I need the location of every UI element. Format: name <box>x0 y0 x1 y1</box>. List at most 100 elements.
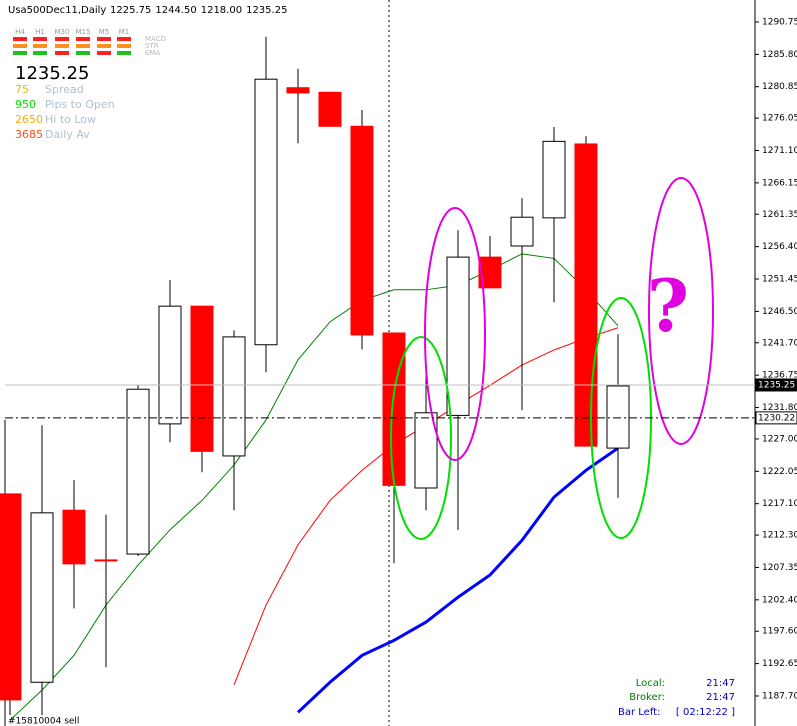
signal-cell <box>117 51 131 55</box>
stat-value: 75 <box>15 83 29 96</box>
signal-cell <box>117 44 131 48</box>
candles <box>0 36 630 715</box>
signal-cell <box>55 37 69 41</box>
header-prices: 1225.75 1244.50 1218.00 1235.25 <box>110 5 287 16</box>
y-tick-label: 1280.85 <box>762 82 797 92</box>
header-price: 1225.75 <box>110 5 151 16</box>
candle-body <box>0 493 22 701</box>
panel-column: M15 <box>76 28 91 36</box>
candle-body <box>94 559 118 562</box>
stat-label: Pips to Open <box>45 98 115 111</box>
panel-column: M5 <box>99 28 110 36</box>
chart-title: Usa500Dec11,Daily <box>8 5 106 16</box>
stat-value: 950 <box>15 98 36 111</box>
candle-body <box>286 87 310 94</box>
stat-label: Hi to Low <box>45 113 96 126</box>
candle-body <box>542 140 566 219</box>
signal-cell <box>117 37 131 41</box>
candle-body <box>510 216 534 247</box>
footer-value: [ 02:12:22 ] <box>676 707 735 718</box>
candle-body <box>606 385 630 449</box>
highlight-ellipse <box>648 177 714 445</box>
y-tick-label: 1261.35 <box>762 210 797 220</box>
panel-column: M30 <box>55 28 70 36</box>
candle-body <box>126 388 150 555</box>
indicator-line <box>296 446 619 714</box>
y-tick-label: 1197.60 <box>762 627 797 637</box>
candle-body <box>414 412 438 489</box>
signal-cell <box>97 51 111 55</box>
y-tick-label: 1276.05 <box>762 114 797 124</box>
highlight-ellipse <box>424 207 486 461</box>
y-tick-label: 1251.45 <box>762 275 797 285</box>
panel-column: H1 <box>35 28 45 36</box>
signal-cell <box>13 51 27 55</box>
level-line-label: 1230.22 <box>758 413 795 423</box>
footer-label: Broker: <box>629 692 665 703</box>
candle-body <box>382 332 406 486</box>
candle-body <box>318 91 342 127</box>
bid-line-box <box>755 378 797 392</box>
signal-cell <box>33 44 47 48</box>
signal-cell <box>76 44 90 48</box>
y-tick-label: 1227.00 <box>762 434 797 444</box>
header-price: 1235.25 <box>246 5 287 16</box>
y-tick-label: 1256.40 <box>762 242 797 252</box>
candle-body <box>30 512 54 683</box>
signal-cell <box>33 37 47 41</box>
candle-body <box>478 256 502 289</box>
y-tick-label: 1212.30 <box>762 531 797 541</box>
highlight-ellipse <box>390 336 452 540</box>
footer-value: 21:47 <box>706 692 735 703</box>
y-tick-label: 1266.15 <box>762 178 797 188</box>
candle-body <box>62 509 86 565</box>
signal-cell <box>13 44 27 48</box>
y-tick-label: 1207.35 <box>762 563 797 573</box>
stat-value: 2650 <box>15 113 43 126</box>
annotation: ? <box>647 263 689 348</box>
y-tick-label: 1236.75 <box>762 371 797 381</box>
header-price: 1218.00 <box>201 5 242 16</box>
panel-column: M1 <box>119 28 130 36</box>
y-tick-label: 1285.80 <box>762 50 797 60</box>
candle-body <box>158 305 182 425</box>
overlay: Usa500Dec11,Daily 1225.75 1244.50 1218.00 1… <box>8 5 735 726</box>
signal-cell <box>33 51 47 55</box>
candle-body <box>222 336 246 457</box>
stat-label: Spread <box>45 83 84 96</box>
signal-cell <box>13 37 27 41</box>
y-tick-label: 1231.80 <box>762 403 797 413</box>
header-price: 1244.50 <box>155 5 196 16</box>
footer-label: Bar Left: <box>618 707 660 718</box>
panel-row: EMA <box>145 49 160 57</box>
footer-label: Local: <box>636 678 665 689</box>
signal-cell <box>97 37 111 41</box>
y-tick-label: 1246.50 <box>762 307 797 317</box>
signal-cell <box>97 44 111 48</box>
y-tick-label: 1192.65 <box>762 659 797 669</box>
candle-body <box>254 78 278 346</box>
panel-column: H4 <box>15 28 25 36</box>
y-tick-label: 1241.70 <box>762 338 797 348</box>
level-line-box <box>755 411 797 425</box>
stat-value: 3685 <box>15 128 43 141</box>
candle-body <box>190 305 214 452</box>
indicator-line <box>9 253 619 721</box>
order-label: #15810004 sell <box>8 717 79 726</box>
bid-line-label: 1235.25 <box>758 380 795 390</box>
signal-cell <box>76 37 90 41</box>
candle-body <box>574 143 598 447</box>
candle-body <box>446 256 470 416</box>
y-tick-label: 1202.40 <box>762 595 797 605</box>
stat-label: Daily Av <box>45 128 90 141</box>
panel-row: STR <box>145 42 159 50</box>
y-tick-label: 1187.70 <box>762 691 797 701</box>
footer-value: 21:47 <box>706 678 735 689</box>
panel-price: 1235.25 <box>15 63 89 84</box>
signal-cell <box>55 51 69 55</box>
signal-cell <box>55 44 69 48</box>
candle-body <box>350 125 374 336</box>
y-tick-label: 1271.10 <box>762 146 797 156</box>
